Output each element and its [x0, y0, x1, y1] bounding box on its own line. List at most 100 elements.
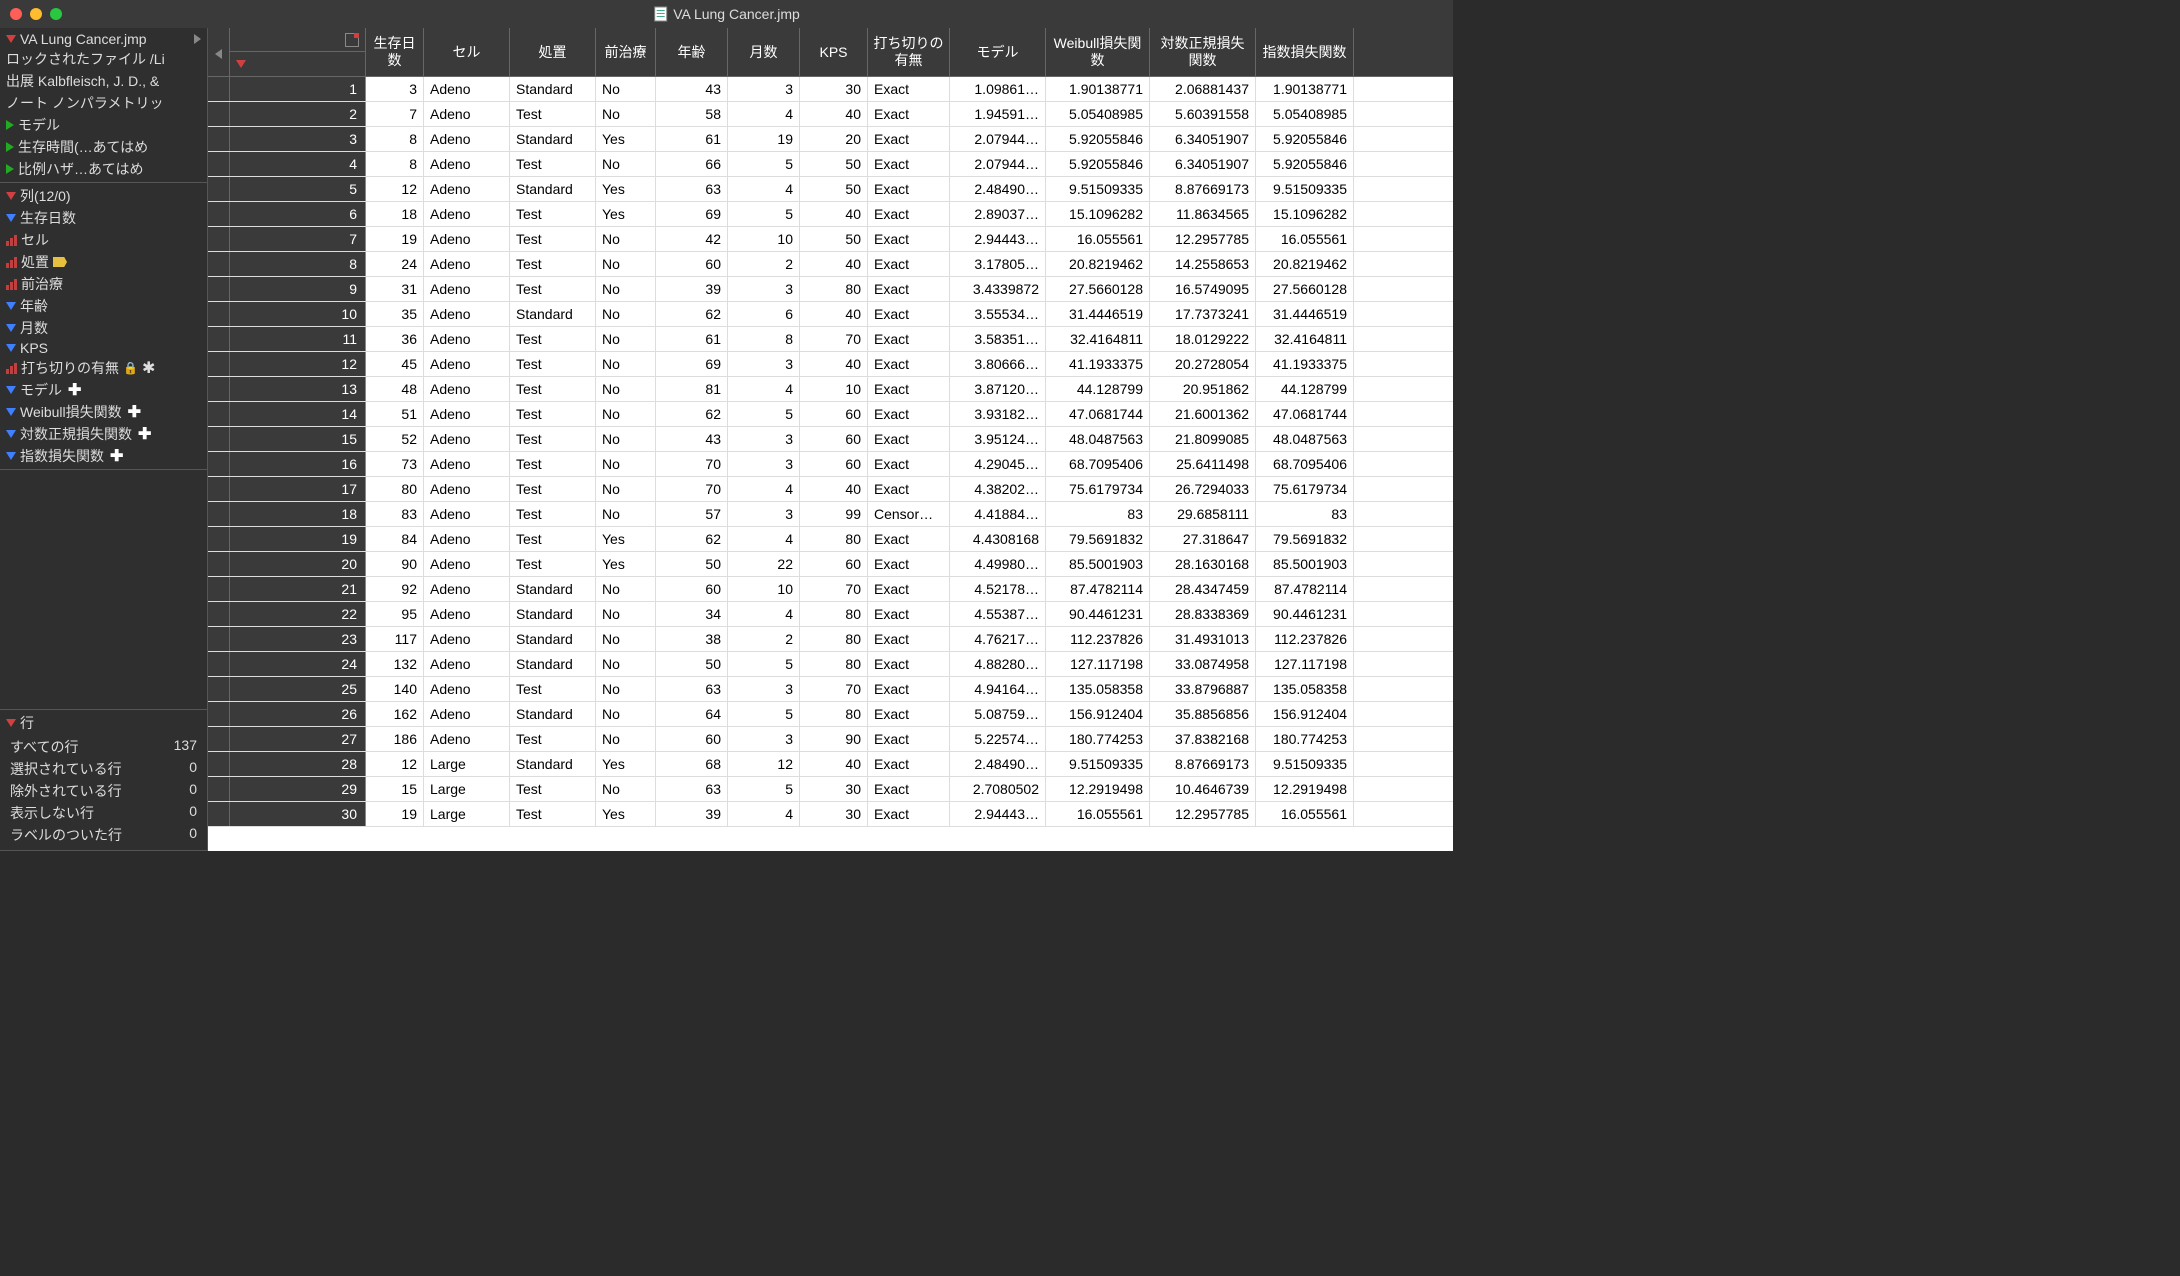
table-row[interactable]: 48AdenoTestNo66550Exact2.07944…5.9205584… — [208, 152, 1453, 177]
cell[interactable]: 25.6411498 — [1150, 452, 1256, 476]
cell[interactable]: Adeno — [424, 202, 510, 226]
cell[interactable]: 32.4164811 — [1256, 327, 1354, 351]
cell[interactable]: Adeno — [424, 502, 510, 526]
row-header[interactable]: 21 — [208, 577, 366, 601]
cell[interactable]: No — [596, 377, 656, 401]
cell[interactable]: 2 — [728, 627, 800, 651]
cell[interactable]: 3.4339872 — [950, 277, 1046, 301]
cell[interactable]: 4.49980… — [950, 552, 1046, 576]
column-item[interactable]: 打ち切りの有無🔒✱ — [4, 357, 203, 379]
cell[interactable]: 9.51509335 — [1046, 177, 1150, 201]
cell[interactable]: Exact — [868, 77, 950, 101]
column-item[interactable]: 処置 — [4, 251, 203, 273]
column-item[interactable]: Weibull損失関数✚ — [4, 401, 203, 423]
cell[interactable]: 3 — [728, 502, 800, 526]
cell[interactable]: Test — [510, 727, 596, 751]
cell[interactable]: 50 — [656, 652, 728, 676]
cell[interactable]: No — [596, 152, 656, 176]
cell[interactable]: 4.88280… — [950, 652, 1046, 676]
cell[interactable]: No — [596, 702, 656, 726]
cell[interactable]: 2.94443… — [950, 227, 1046, 251]
row-header[interactable]: 5 — [208, 177, 366, 201]
cell[interactable]: 63 — [656, 177, 728, 201]
script-item[interactable]: 生存時間(…あてはめ — [4, 136, 203, 158]
cell[interactable]: 156.912404 — [1256, 702, 1354, 726]
cell[interactable]: 16.055561 — [1046, 227, 1150, 251]
cell[interactable]: 30 — [800, 777, 868, 801]
cell[interactable]: Adeno — [424, 127, 510, 151]
cell[interactable]: 90.4461231 — [1256, 602, 1354, 626]
cell[interactable]: 22 — [728, 552, 800, 576]
cell[interactable]: Test — [510, 777, 596, 801]
cell[interactable]: Adeno — [424, 627, 510, 651]
cell[interactable]: 5.92055846 — [1046, 127, 1150, 151]
cell[interactable]: No — [596, 477, 656, 501]
row-header[interactable]: 7 — [208, 227, 366, 251]
cell[interactable]: Exact — [868, 452, 950, 476]
cell[interactable]: 60 — [656, 727, 728, 751]
cell[interactable]: 58 — [656, 102, 728, 126]
cell[interactable]: 26.7294033 — [1150, 477, 1256, 501]
cell[interactable]: Adeno — [424, 177, 510, 201]
cell[interactable]: Adeno — [424, 302, 510, 326]
cell[interactable]: 44.128799 — [1046, 377, 1150, 401]
cell[interactable]: 31.4446519 — [1256, 302, 1354, 326]
cell[interactable]: 29.6858111 — [1150, 502, 1256, 526]
cell[interactable]: No — [596, 577, 656, 601]
cell[interactable]: 2.7080502 — [950, 777, 1046, 801]
table-row[interactable]: 1245AdenoTestNo69340Exact3.80666…41.1933… — [208, 352, 1453, 377]
table-row[interactable]: 2090AdenoTestYes502260Exact4.49980…85.50… — [208, 552, 1453, 577]
cell[interactable]: No — [596, 627, 656, 651]
table-row[interactable]: 1035AdenoStandardNo62640Exact3.55534…31.… — [208, 302, 1453, 327]
cell[interactable]: 6 — [728, 302, 800, 326]
cell[interactable]: 61 — [656, 327, 728, 351]
cell[interactable]: Exact — [868, 227, 950, 251]
cell[interactable]: 40 — [800, 752, 868, 776]
cell[interactable]: Adeno — [424, 452, 510, 476]
cell[interactable]: 50 — [656, 552, 728, 576]
cell[interactable]: 20.8219462 — [1046, 252, 1150, 276]
column-header[interactable]: 対数正規損失関数 — [1150, 28, 1256, 76]
cell[interactable]: Test — [510, 502, 596, 526]
cell[interactable]: Test — [510, 677, 596, 701]
row-header[interactable]: 12 — [208, 352, 366, 376]
cell[interactable]: 127.117198 — [1046, 652, 1150, 676]
cell[interactable]: 3 — [728, 277, 800, 301]
column-item[interactable]: 月数 — [4, 317, 203, 339]
table-row[interactable]: 1883AdenoTestNo57399Censor…4.41884…8329.… — [208, 502, 1453, 527]
cell[interactable]: 15.1096282 — [1046, 202, 1150, 226]
cell[interactable]: 52 — [366, 427, 424, 451]
cell[interactable]: 12 — [366, 177, 424, 201]
cell[interactable]: 83 — [366, 502, 424, 526]
table-row[interactable]: 3019LargeTestYes39430Exact2.94443…16.055… — [208, 802, 1453, 827]
cell[interactable]: 47.0681744 — [1256, 402, 1354, 426]
cell[interactable]: 4.94164… — [950, 677, 1046, 701]
cell[interactable]: Test — [510, 252, 596, 276]
cell[interactable]: 19 — [728, 127, 800, 151]
cell[interactable]: Test — [510, 327, 596, 351]
row-header[interactable]: 15 — [208, 427, 366, 451]
script-item[interactable]: 比例ハザ…あてはめ — [4, 158, 203, 180]
cell[interactable]: 18 — [366, 202, 424, 226]
row-header[interactable]: 18 — [208, 502, 366, 526]
table-row[interactable]: 719AdenoTestNo421050Exact2.94443…16.0555… — [208, 227, 1453, 252]
table-row[interactable]: 931AdenoTestNo39380Exact3.433987227.5660… — [208, 277, 1453, 302]
cell[interactable]: 99 — [800, 502, 868, 526]
row-header[interactable]: 9 — [208, 277, 366, 301]
cell[interactable]: Yes — [596, 527, 656, 551]
cell[interactable]: 9.51509335 — [1256, 752, 1354, 776]
cell[interactable]: Test — [510, 377, 596, 401]
cell[interactable]: 40 — [800, 102, 868, 126]
cell[interactable]: 40 — [800, 352, 868, 376]
cell[interactable]: Yes — [596, 202, 656, 226]
cell[interactable]: 3 — [728, 677, 800, 701]
cell[interactable]: 2.07944… — [950, 152, 1046, 176]
cell[interactable]: 28.1630168 — [1150, 552, 1256, 576]
column-header[interactable]: 処置 — [510, 28, 596, 76]
row-header[interactable]: 8 — [208, 252, 366, 276]
cell[interactable]: Test — [510, 552, 596, 576]
cell[interactable]: 117 — [366, 627, 424, 651]
cell[interactable]: Exact — [868, 202, 950, 226]
cell[interactable]: Exact — [868, 252, 950, 276]
row-header[interactable]: 14 — [208, 402, 366, 426]
